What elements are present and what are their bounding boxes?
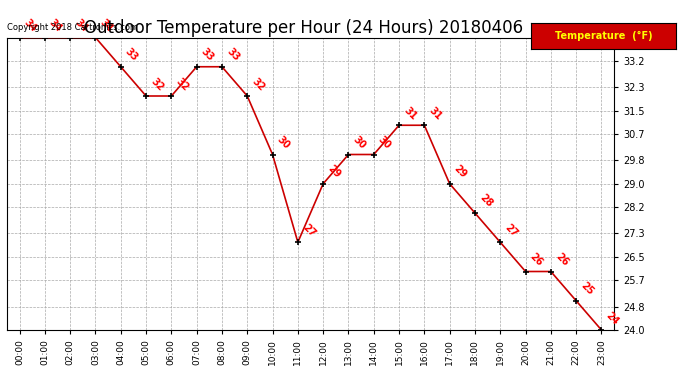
Text: 34: 34 <box>98 17 115 34</box>
Text: Temperature  (°F): Temperature (°F) <box>555 31 653 40</box>
Text: 33: 33 <box>224 46 241 63</box>
Text: 31: 31 <box>427 105 444 122</box>
Text: 32: 32 <box>250 76 266 93</box>
Text: 29: 29 <box>326 164 342 180</box>
Text: 34: 34 <box>72 17 89 34</box>
Text: 32: 32 <box>148 76 165 93</box>
Text: 30: 30 <box>275 134 292 151</box>
Text: Outdoor Temperature per Hour (24 Hours) 20180406: Outdoor Temperature per Hour (24 Hours) … <box>84 19 523 37</box>
Text: 24: 24 <box>604 310 620 327</box>
Text: 33: 33 <box>199 46 216 63</box>
Text: 28: 28 <box>477 193 494 210</box>
Text: 32: 32 <box>174 76 190 93</box>
Text: 25: 25 <box>579 280 595 297</box>
Text: 29: 29 <box>452 164 469 180</box>
Text: 33: 33 <box>124 46 140 63</box>
Text: 27: 27 <box>503 222 520 239</box>
Text: 30: 30 <box>351 134 368 151</box>
Text: 30: 30 <box>376 134 393 151</box>
Text: 31: 31 <box>402 105 418 122</box>
Text: 34: 34 <box>48 17 64 34</box>
Text: 26: 26 <box>528 251 544 268</box>
Text: 27: 27 <box>300 222 317 239</box>
Text: Copyright 2018 Cartronics.com: Copyright 2018 Cartronics.com <box>7 22 138 32</box>
Text: 26: 26 <box>553 251 570 268</box>
Text: 34: 34 <box>22 17 39 34</box>
